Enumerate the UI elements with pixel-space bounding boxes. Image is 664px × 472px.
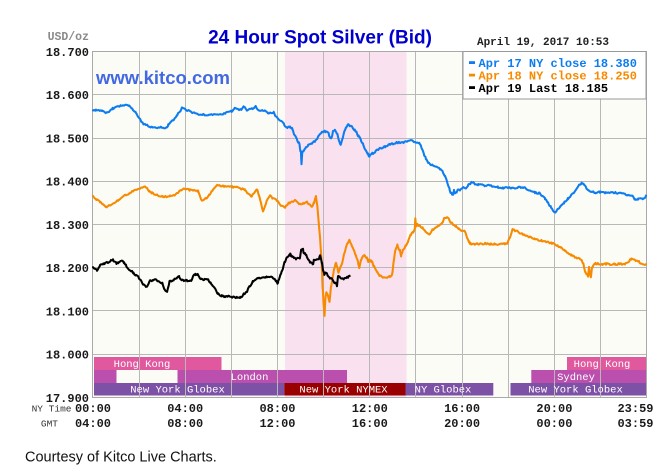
svg-text:03:59: 03:59 (617, 417, 653, 431)
svg-text:08:00: 08:00 (167, 417, 203, 431)
svg-text:New York NYMEX: New York NYMEX (299, 385, 388, 397)
svg-text:18.200: 18.200 (46, 262, 89, 276)
svg-text:16:00: 16:00 (352, 417, 388, 431)
svg-text:Sydney: Sydney (557, 372, 595, 384)
svg-text:NY Time: NY Time (32, 404, 72, 415)
svg-text:April 19, 2017 10:53: April 19, 2017 10:53 (477, 37, 609, 49)
svg-text:New York Globex: New York Globex (528, 385, 623, 397)
svg-text:12:00: 12:00 (259, 417, 295, 431)
svg-text:Hong Kong: Hong Kong (114, 359, 171, 371)
svg-text:04:00: 04:00 (75, 417, 111, 431)
svg-text:USD/oz: USD/oz (48, 31, 90, 44)
svg-text:www.kitco.com: www.kitco.com (95, 67, 230, 88)
svg-text:20:00: 20:00 (536, 402, 572, 416)
svg-text:16:00: 16:00 (444, 402, 480, 416)
svg-text:18.400: 18.400 (46, 176, 89, 190)
svg-text:Apr 19 Last 18.185: Apr 19 Last 18.185 (479, 82, 609, 96)
svg-text:20:00: 20:00 (444, 417, 480, 431)
svg-text:London: London (231, 372, 269, 384)
svg-text:Courtesy of Kitco Live Charts.: Courtesy of Kitco Live Charts. (25, 450, 217, 466)
svg-text:18.000: 18.000 (46, 349, 89, 363)
svg-text:17.900: 17.900 (46, 392, 89, 406)
svg-text:18.100: 18.100 (46, 305, 89, 319)
svg-text:00:00: 00:00 (75, 402, 111, 416)
svg-text:GMT: GMT (41, 419, 58, 430)
svg-text:08:00: 08:00 (259, 402, 295, 416)
svg-text:18.300: 18.300 (46, 219, 89, 233)
svg-text:00:00: 00:00 (536, 417, 572, 431)
svg-text:24 Hour Spot Silver (Bid): 24 Hour Spot Silver (Bid) (208, 28, 432, 49)
svg-text:12:00: 12:00 (352, 402, 388, 416)
svg-text:New York Globex: New York Globex (130, 385, 225, 397)
svg-text:18.700: 18.700 (46, 46, 89, 60)
svg-text:Apr 18 NY close 18.250: Apr 18 NY close 18.250 (479, 69, 637, 83)
svg-text:04:00: 04:00 (167, 402, 203, 416)
svg-text:18.600: 18.600 (46, 89, 89, 103)
svg-text:23:59: 23:59 (617, 402, 653, 416)
svg-text:18.500: 18.500 (46, 132, 89, 146)
svg-text:Hong Kong: Hong Kong (574, 359, 631, 371)
svg-text:Apr 17 NY close 18.380: Apr 17 NY close 18.380 (479, 57, 637, 71)
svg-text:NY Globex: NY Globex (415, 385, 472, 397)
